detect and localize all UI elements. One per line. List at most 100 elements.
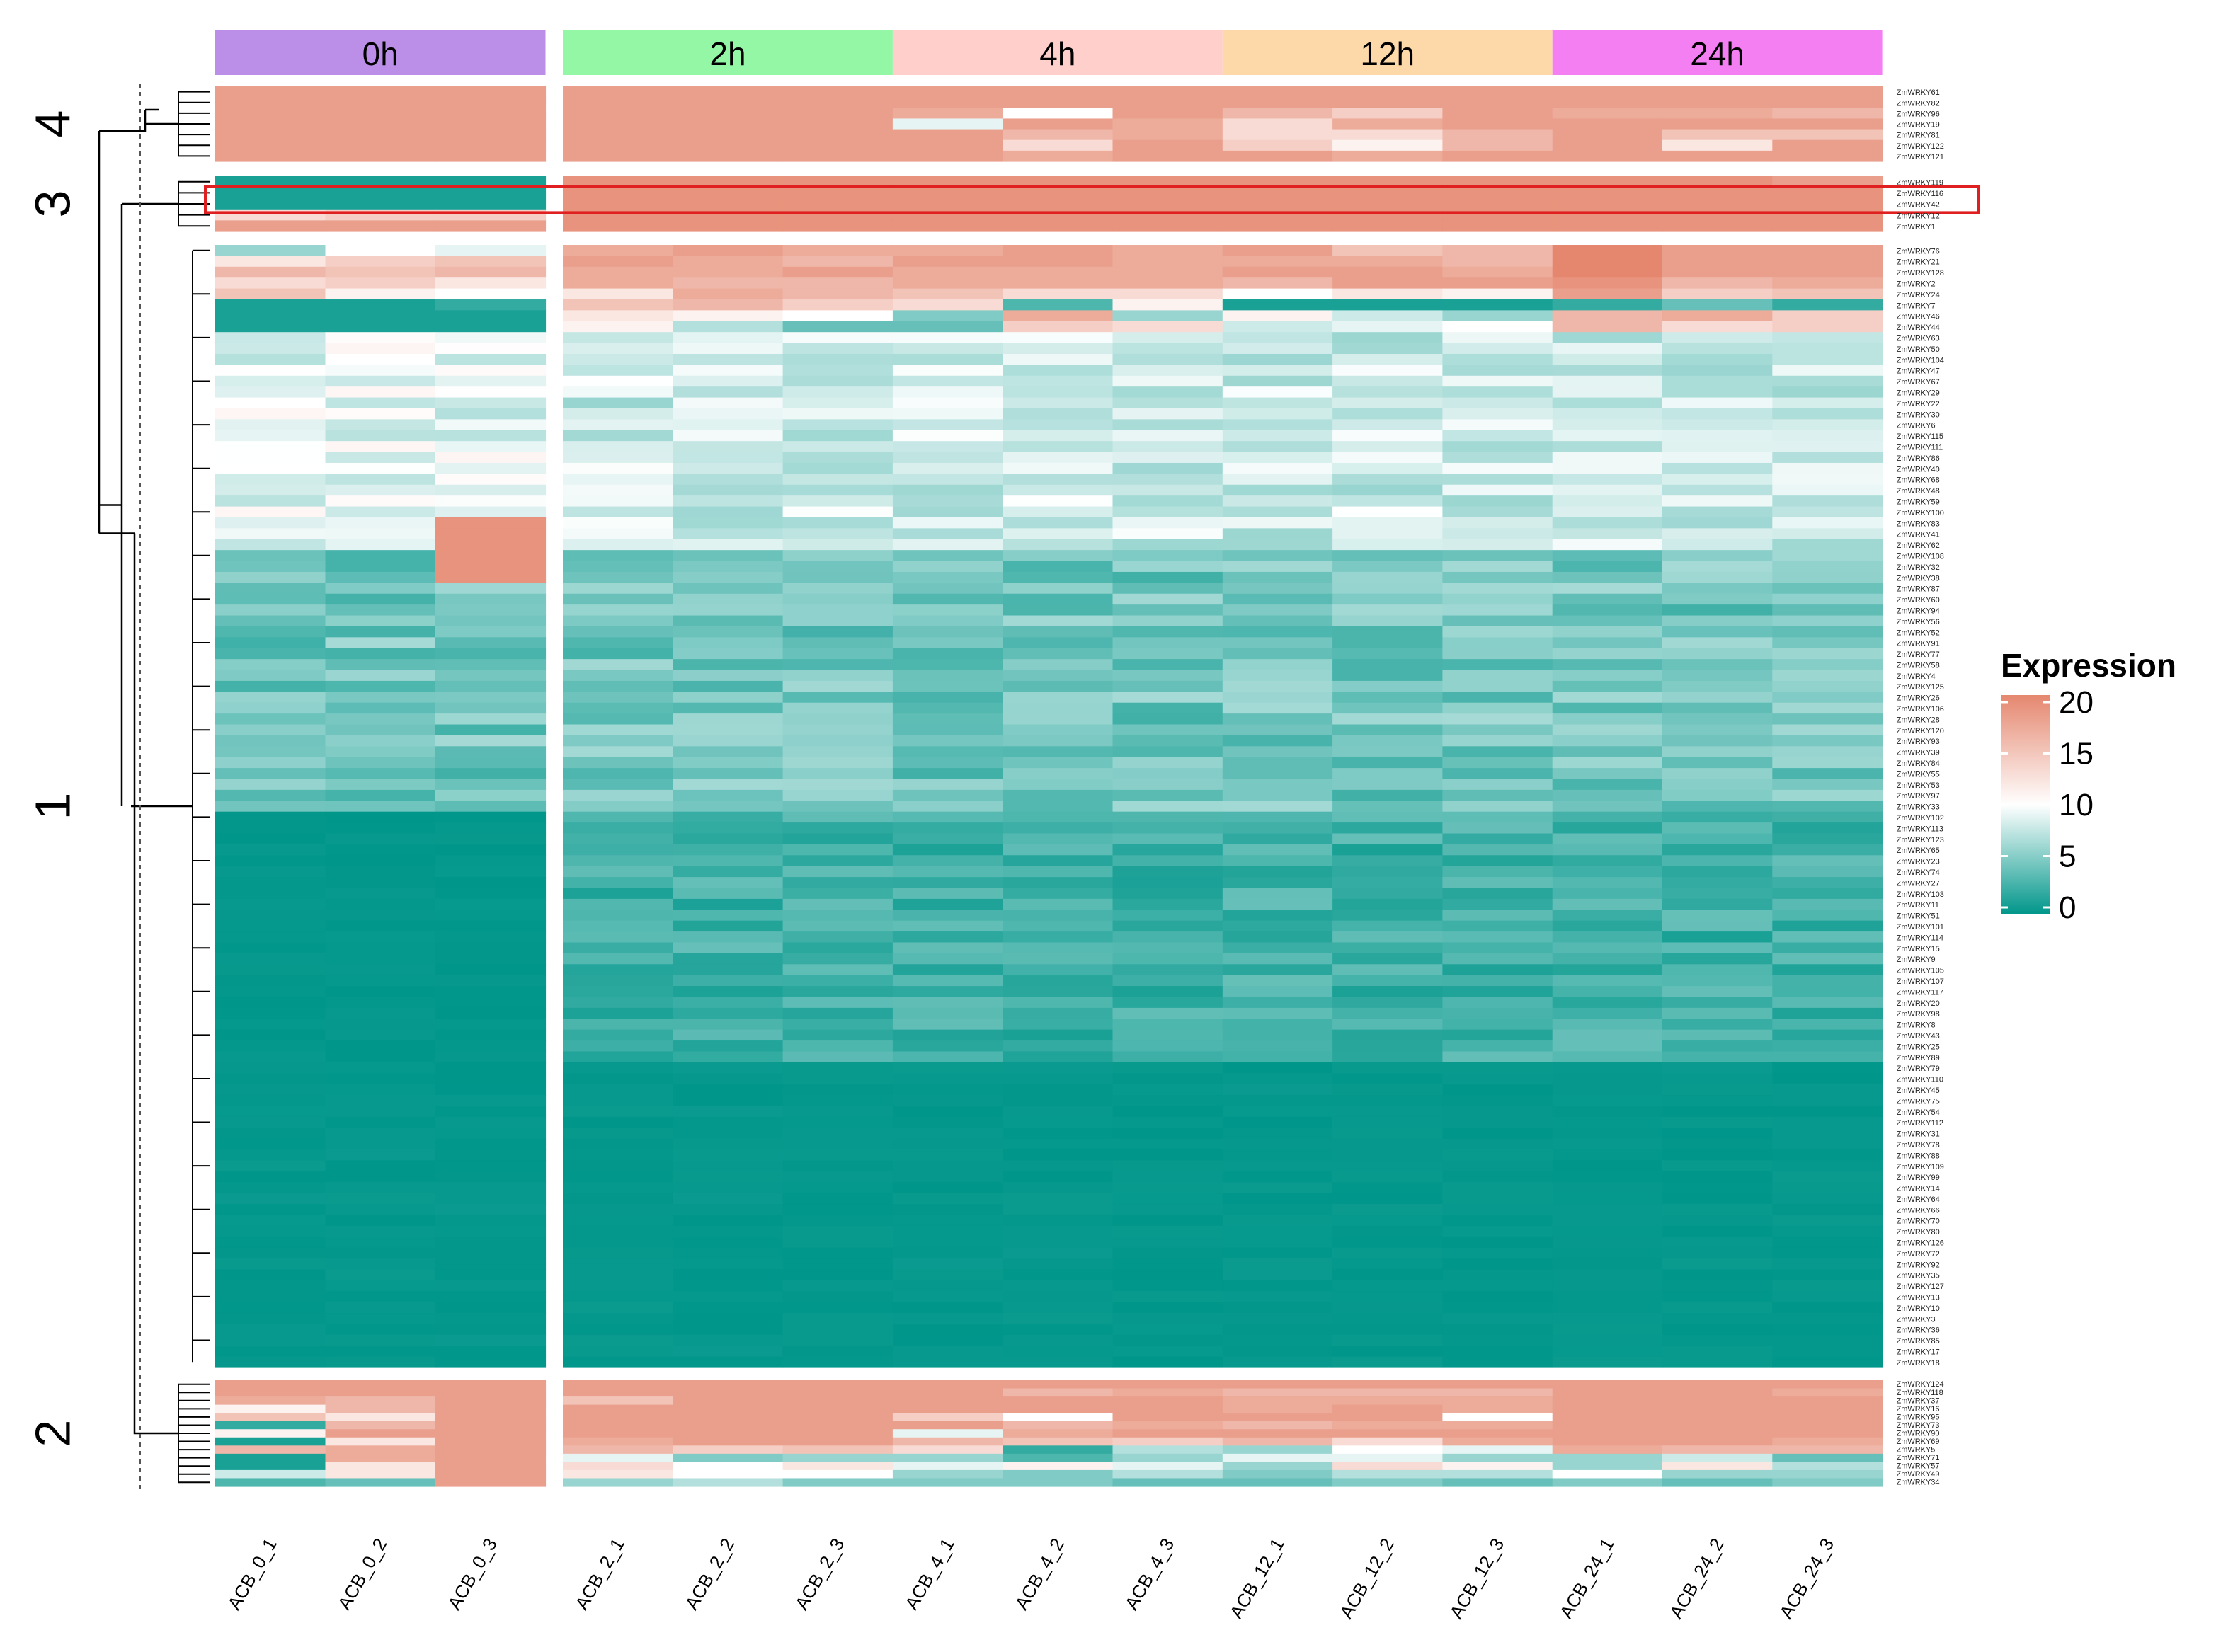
heatmap-cell xyxy=(1552,299,1663,311)
heatmap-cell xyxy=(215,108,326,120)
heatmap-cell xyxy=(435,571,547,583)
heatmap-cell xyxy=(1552,997,1663,1009)
heatmap-cell xyxy=(215,1215,326,1227)
heatmap-cell xyxy=(325,1007,436,1019)
heatmap-cell xyxy=(563,332,673,344)
heatmap-cell xyxy=(673,353,784,365)
heatmap-cell xyxy=(673,150,784,162)
heatmap-cell xyxy=(1222,1040,1333,1052)
heatmap-cell xyxy=(782,1237,893,1249)
heatmap-cell xyxy=(215,702,326,714)
heatmap-cell xyxy=(1772,441,1883,453)
heatmap-cell xyxy=(782,452,893,464)
heatmap-cell xyxy=(673,462,784,474)
heatmap-cell xyxy=(1772,462,1883,474)
heatmap-cell xyxy=(1003,1019,1114,1031)
heatmap-cell xyxy=(1332,1478,1443,1487)
heatmap-cell xyxy=(673,1324,784,1336)
heatmap-cell xyxy=(1552,245,1663,256)
heatmap-cell xyxy=(1662,844,1773,856)
heatmap-cell xyxy=(1332,789,1443,801)
heatmap-cell xyxy=(673,713,784,725)
heatmap-cell xyxy=(435,1280,547,1292)
heatmap-cell xyxy=(1112,139,1223,151)
heatmap-cell xyxy=(892,517,1003,529)
heatmap-cell xyxy=(563,150,673,162)
heatmap-cell xyxy=(435,108,547,120)
heatmap-cell xyxy=(673,198,784,210)
heatmap-cell xyxy=(1222,129,1333,141)
heatmap-cell xyxy=(1332,353,1443,365)
heatmap-cell xyxy=(1772,1171,1883,1183)
heatmap-cell xyxy=(1222,692,1333,704)
heatmap-cell xyxy=(1772,139,1883,151)
heatmap-cell xyxy=(673,97,784,108)
heatmap-cell xyxy=(1003,844,1114,856)
heatmap-cell xyxy=(1552,1324,1663,1336)
heatmap-cell xyxy=(1332,1149,1443,1161)
heatmap-cell xyxy=(325,365,436,377)
heatmap-cell xyxy=(1332,1073,1443,1085)
heatmap-cell xyxy=(1662,724,1773,736)
heatmap-cell xyxy=(1332,452,1443,464)
heatmap-cell xyxy=(673,1204,784,1216)
heatmap-cell xyxy=(892,310,1003,322)
heatmap-cell xyxy=(1222,670,1333,682)
heatmap-cell xyxy=(673,626,784,638)
heatmap-cell xyxy=(1442,583,1553,595)
heatmap-cell xyxy=(435,583,547,595)
heatmap-cell xyxy=(215,1084,326,1096)
gene-label: ZmWRKY5 xyxy=(1897,1446,1936,1455)
heatmap-cell xyxy=(1222,343,1333,355)
heatmap-cell xyxy=(215,648,326,660)
heatmap-cell xyxy=(1332,855,1443,867)
heatmap-cell xyxy=(325,1215,436,1227)
gene-label: ZmWRKY14 xyxy=(1897,1185,1940,1193)
heatmap-cell xyxy=(1772,129,1883,141)
heatmap-cell xyxy=(1222,1116,1333,1128)
heatmap-cell xyxy=(1552,220,1663,232)
heatmap-cell xyxy=(215,888,326,900)
sample-labels: ACB_0_1 ACB_0_2 ACB_0_3 ACB_2_1 ACB_2_2 ACB_2… xyxy=(223,1535,1838,1622)
heatmap-cell xyxy=(435,1469,547,1479)
heatmap-cell xyxy=(1332,1084,1443,1096)
heatmap-cell xyxy=(1662,1334,1773,1346)
heatmap-cell xyxy=(1003,1404,1114,1413)
heatmap-cell xyxy=(325,474,436,486)
heatmap-cell xyxy=(1222,1291,1333,1303)
heatmap-cell xyxy=(1222,353,1333,365)
heatmap-cell xyxy=(1442,768,1553,780)
heatmap-cell xyxy=(563,220,673,232)
heatmap-cell xyxy=(892,648,1003,660)
heatmap-cell xyxy=(673,757,784,769)
heatmap-cell xyxy=(325,986,436,998)
heatmap-cell xyxy=(782,484,893,496)
heatmap-cell xyxy=(892,332,1003,344)
heatmap-cell xyxy=(673,187,784,199)
heatmap-cell xyxy=(1552,1106,1663,1118)
heatmap-cell xyxy=(1222,1062,1333,1074)
heatmap-cell xyxy=(1772,1396,1883,1406)
heatmap-cell xyxy=(1552,670,1663,682)
heatmap-cell xyxy=(673,1413,784,1422)
heatmap-cell xyxy=(892,877,1003,889)
heatmap-cell xyxy=(325,1040,436,1052)
heatmap-cell xyxy=(563,1073,673,1085)
gene-label: ZmWRKY42 xyxy=(1897,201,1940,210)
heatmap-cell xyxy=(1772,495,1883,507)
heatmap-cell xyxy=(1442,1116,1553,1128)
heatmap-cell xyxy=(435,430,547,442)
heatmap-cell xyxy=(215,386,326,398)
heatmap-cell xyxy=(892,1237,1003,1249)
heatmap-cell xyxy=(782,1182,893,1194)
heatmap-cell xyxy=(1112,1324,1223,1336)
heatmap-cell xyxy=(1003,1106,1114,1118)
heatmap-cell xyxy=(1552,1334,1663,1346)
heatmap-cell xyxy=(1332,1171,1443,1183)
heatmap-cell xyxy=(1442,866,1553,878)
heatmap-cell xyxy=(435,1204,547,1216)
heatmap-cell xyxy=(892,779,1003,791)
heatmap-cell xyxy=(1662,332,1773,344)
heatmap-cell xyxy=(1772,187,1883,199)
heatmap-cell xyxy=(1772,474,1883,486)
